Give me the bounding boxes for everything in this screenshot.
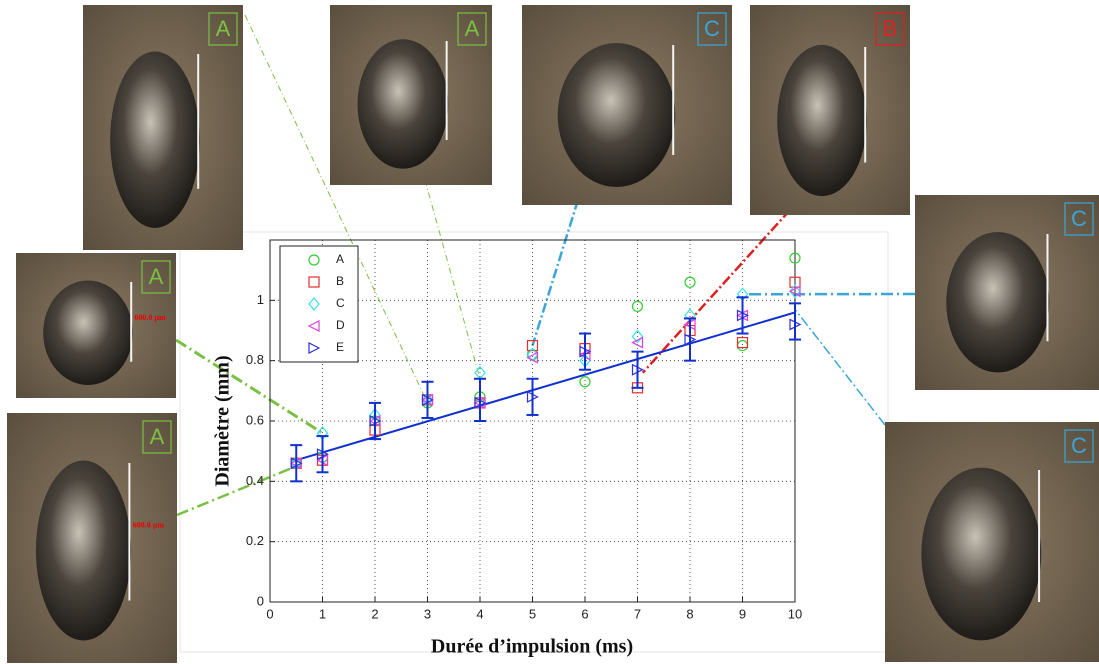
- photo-label-box: [457, 12, 487, 46]
- photo-label: A: [150, 424, 165, 449]
- axes-frame: [269, 239, 796, 603]
- x-axis-label: Durée d’impulsion (ms): [431, 636, 633, 658]
- data-point: [631, 300, 644, 312]
- data-point: [789, 284, 801, 299]
- data-point: [736, 336, 749, 349]
- photo-sample: [946, 232, 1050, 373]
- x-tick-label: 3: [424, 606, 431, 621]
- photo-label: C: [1071, 433, 1087, 458]
- data-point: [684, 276, 696, 288]
- y-tick-label: 1: [257, 292, 264, 307]
- legend-marker: [308, 342, 321, 354]
- legend-label: B: [336, 274, 344, 288]
- x-tick-label: 6: [581, 606, 588, 621]
- photo: A: [83, 5, 243, 250]
- photo-label: B: [883, 16, 898, 41]
- error-bar: [421, 380, 434, 419]
- x-tick-label: 2: [371, 606, 378, 621]
- y-tick-label: 0: [257, 593, 264, 608]
- data-point: [789, 276, 801, 288]
- scale-label: 600.0 µm: [133, 520, 165, 529]
- photo-label-box: [697, 12, 727, 46]
- error-bar: [631, 350, 644, 389]
- data-point: [631, 329, 644, 344]
- photo: C: [885, 422, 1099, 662]
- error-bar: [736, 296, 749, 335]
- leader-line: [794, 308, 886, 426]
- x-tick-label: 0: [266, 606, 273, 621]
- x-tick-label: 8: [686, 606, 693, 621]
- data-point: [631, 336, 644, 349]
- photo-label-box: [142, 420, 172, 454]
- y-axis-label: Diamètre (mm): [212, 355, 234, 486]
- photo-sample: [35, 460, 132, 641]
- error-bar: [369, 401, 381, 441]
- error-bar: [789, 302, 801, 341]
- x-tick-label: 5: [529, 606, 536, 621]
- legend-label: A: [336, 252, 344, 266]
- error-bar: [316, 435, 329, 474]
- error-bar: [579, 332, 591, 371]
- legend-label: C: [336, 296, 345, 310]
- photo-sample: [357, 39, 449, 169]
- legend-marker: [308, 297, 320, 311]
- error-bar: [290, 444, 303, 483]
- legend-marker: [308, 276, 320, 288]
- photo: A: [330, 5, 492, 185]
- photo-label-box: [1064, 429, 1094, 463]
- photo-label: A: [465, 16, 480, 41]
- data-point: [526, 339, 539, 352]
- leader-line: [424, 179, 481, 379]
- legend-label: D: [336, 318, 345, 332]
- scale-label: 600.0 µm: [134, 313, 166, 322]
- photo-label-box: [1064, 202, 1094, 236]
- photo-label: A: [216, 16, 231, 41]
- data-point: [579, 376, 591, 388]
- legend-label: E: [336, 340, 344, 354]
- data-point: [789, 252, 801, 264]
- photo: C: [915, 195, 1099, 390]
- x-tick-label: 4: [476, 606, 483, 621]
- leader-line: [175, 338, 324, 435]
- photo-sample: [43, 280, 133, 385]
- photo-label: C: [1071, 206, 1087, 231]
- legend-marker: [307, 320, 320, 332]
- x-tick-label: 9: [739, 606, 746, 621]
- photo-label-box: [141, 260, 171, 294]
- photo-label: C: [704, 16, 720, 41]
- photo-label: A: [149, 264, 164, 289]
- legend-marker: [308, 254, 320, 266]
- error-bar: [684, 317, 696, 362]
- y-tick-label: 0.4: [246, 473, 264, 488]
- photo: B: [750, 5, 910, 215]
- x-tick-label: 10: [788, 606, 802, 621]
- y-tick-label: 0.8: [246, 352, 264, 367]
- error-bar: [526, 377, 539, 416]
- photo-sample: [921, 467, 1042, 641]
- y-tick-label: 0.2: [246, 533, 264, 548]
- photo: A 600.0 µm: [7, 413, 177, 663]
- data-point: [526, 351, 539, 364]
- photo-label-box: [208, 12, 238, 46]
- photo: C: [522, 5, 732, 205]
- leader-line: [641, 209, 791, 374]
- photo-label-box: [875, 12, 905, 46]
- photo-sample: [777, 44, 867, 197]
- x-tick-label: 1: [319, 606, 326, 621]
- leader-line: [531, 199, 580, 346]
- data-point: [788, 285, 801, 298]
- photo: A 600.0 µm: [16, 253, 176, 398]
- y-tick-label: 0.6: [246, 412, 264, 427]
- photo-sample: [110, 51, 200, 228]
- error-bar: [474, 377, 486, 422]
- x-tick-label: 7: [634, 606, 641, 621]
- photo-sample: [557, 43, 676, 187]
